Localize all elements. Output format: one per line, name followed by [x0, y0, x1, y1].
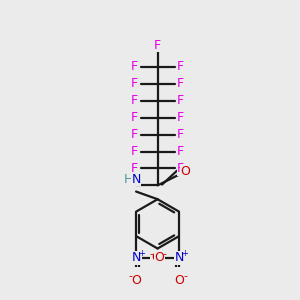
- Text: F: F: [131, 60, 138, 73]
- Text: O: O: [180, 165, 190, 178]
- Text: N: N: [131, 173, 141, 186]
- Text: H: H: [124, 173, 133, 186]
- Text: -: -: [128, 271, 132, 281]
- Text: O: O: [174, 274, 184, 287]
- Text: +: +: [138, 249, 145, 258]
- Text: F: F: [154, 39, 161, 52]
- Text: F: F: [131, 94, 138, 107]
- Text: F: F: [177, 77, 184, 90]
- Text: F: F: [131, 162, 138, 175]
- Text: F: F: [131, 111, 138, 124]
- Text: -: -: [162, 249, 166, 259]
- Text: +: +: [181, 249, 188, 258]
- Text: F: F: [131, 128, 138, 141]
- Text: F: F: [177, 60, 184, 73]
- Text: -: -: [149, 249, 153, 259]
- Text: F: F: [177, 162, 184, 175]
- Text: F: F: [131, 77, 138, 90]
- Text: F: F: [177, 94, 184, 107]
- Text: F: F: [131, 145, 138, 158]
- Text: F: F: [177, 111, 184, 124]
- Text: N: N: [132, 251, 141, 264]
- Text: N: N: [174, 251, 184, 264]
- Text: O: O: [131, 274, 141, 287]
- Text: O: O: [154, 251, 164, 264]
- Text: -: -: [183, 271, 187, 281]
- Text: F: F: [177, 145, 184, 158]
- Text: F: F: [177, 128, 184, 141]
- Text: O: O: [151, 251, 161, 264]
